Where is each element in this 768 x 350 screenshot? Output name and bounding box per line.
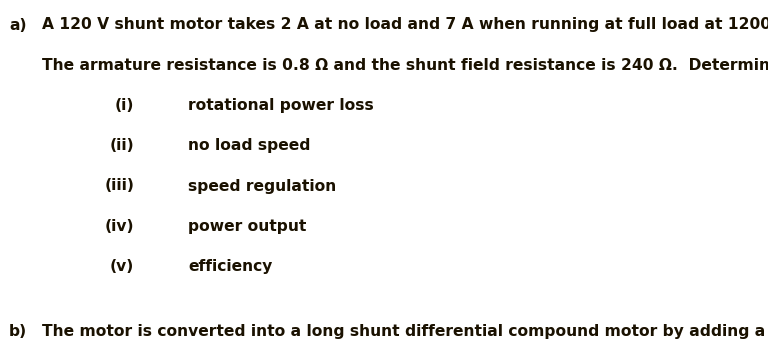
Text: no load speed: no load speed xyxy=(188,138,310,153)
Text: efficiency: efficiency xyxy=(188,259,273,274)
Text: The armature resistance is 0.8 Ω and the shunt field resistance is 240 Ω.  Deter: The armature resistance is 0.8 Ω and the… xyxy=(42,58,768,73)
Text: (iv): (iv) xyxy=(104,219,134,234)
Text: A 120 V shunt motor takes 2 A at no load and 7 A when running at full load at 12: A 120 V shunt motor takes 2 A at no load… xyxy=(42,18,768,33)
Text: b): b) xyxy=(9,324,28,339)
Text: rotational power loss: rotational power loss xyxy=(188,98,374,113)
Text: speed regulation: speed regulation xyxy=(188,178,336,194)
Text: (i): (i) xyxy=(115,98,134,113)
Text: (v): (v) xyxy=(110,259,134,274)
Text: The motor is converted into a long shunt differential compound motor by adding a: The motor is converted into a long shunt… xyxy=(42,324,766,339)
Text: (iii): (iii) xyxy=(104,178,134,194)
Text: a): a) xyxy=(9,18,27,33)
Text: power output: power output xyxy=(188,219,306,234)
Text: (ii): (ii) xyxy=(110,138,134,153)
